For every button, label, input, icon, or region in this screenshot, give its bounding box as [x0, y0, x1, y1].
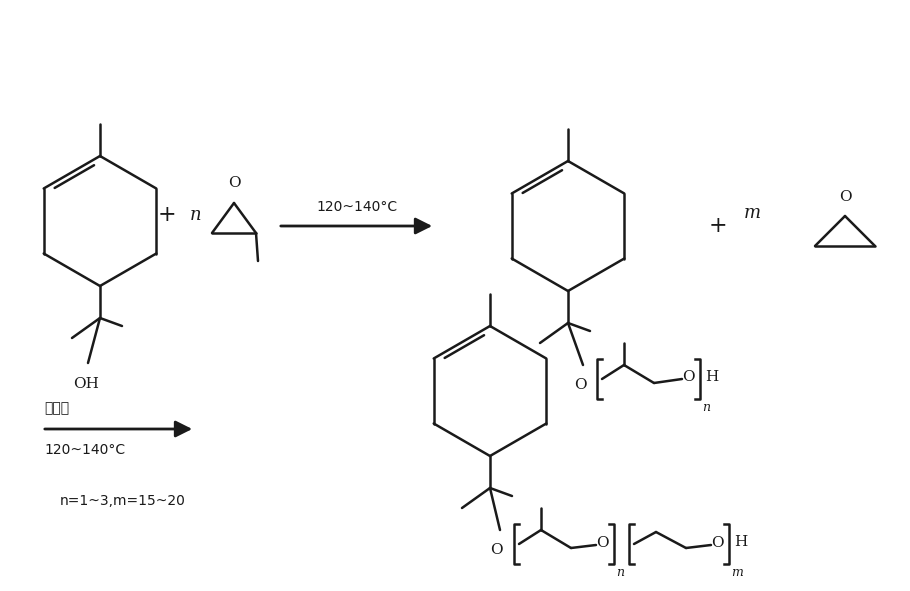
Text: O: O	[596, 536, 608, 550]
Text: OH: OH	[73, 377, 99, 391]
Text: O: O	[839, 190, 852, 204]
Text: 120~140°C: 120~140°C	[316, 200, 397, 214]
Text: m: m	[743, 204, 761, 222]
Text: m: m	[731, 566, 743, 579]
Text: +: +	[157, 204, 177, 226]
Text: H: H	[734, 535, 747, 549]
Text: n: n	[190, 206, 202, 224]
Text: O: O	[682, 370, 694, 384]
Text: n=1~3,m=15~20: n=1~3,m=15~20	[60, 494, 186, 508]
Text: n: n	[702, 401, 710, 414]
Text: O: O	[711, 536, 723, 550]
Text: +: +	[709, 215, 727, 237]
Text: O: O	[573, 378, 586, 392]
Text: H: H	[705, 370, 718, 384]
Text: O: O	[490, 543, 502, 557]
Text: 催化剂: 催化剂	[44, 401, 69, 415]
Text: O: O	[228, 176, 240, 190]
Text: n: n	[616, 566, 624, 579]
Text: 120~140°C: 120~140°C	[44, 443, 126, 457]
